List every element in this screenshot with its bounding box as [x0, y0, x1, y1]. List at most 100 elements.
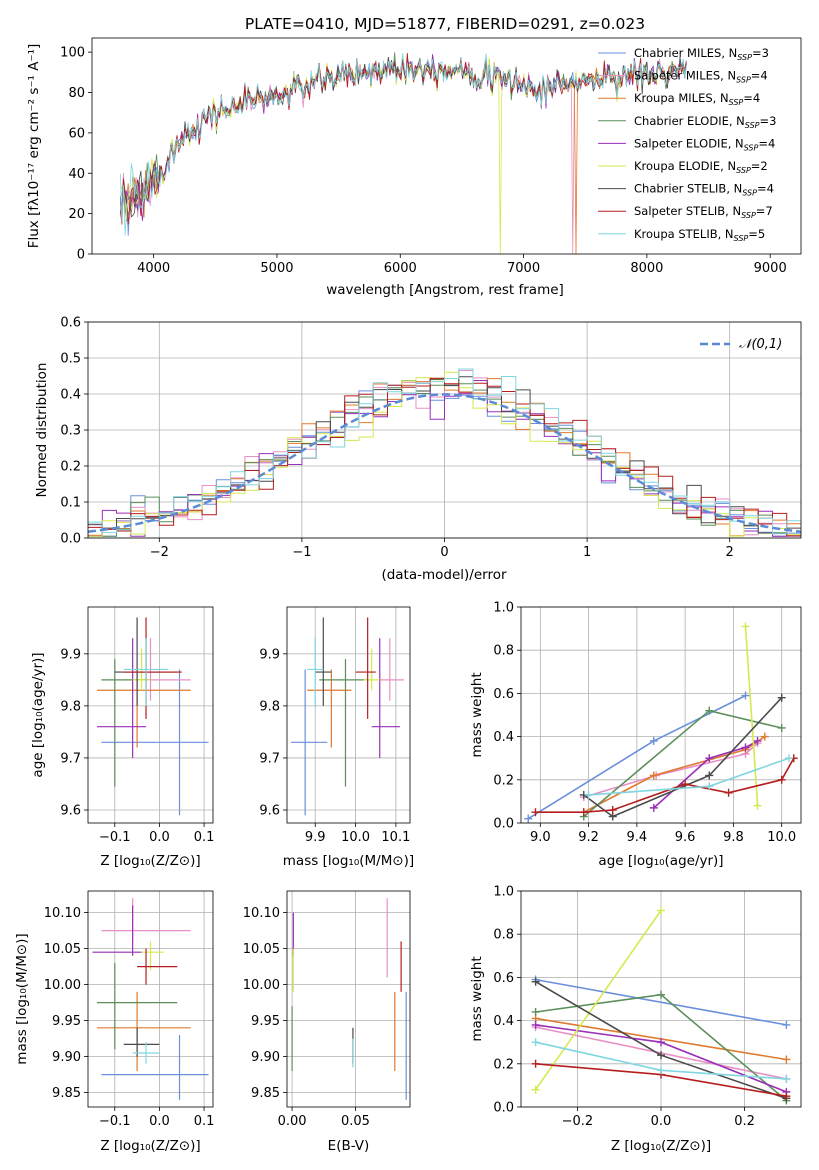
legend-label-salpeter-stelib: Salpeter STELIB, NSSP=7	[634, 204, 773, 220]
z-weight-marker-chabrier-miles	[782, 1020, 791, 1029]
spectrum-ytick-label: 80	[68, 86, 85, 101]
age-weight-marker-chabrier-miles	[741, 691, 750, 700]
residuals-legend-label: 𝒩(0,1)	[739, 337, 782, 352]
z-age-ytick-label: 9.7	[60, 751, 81, 766]
residuals-normal-curve	[87, 393, 802, 533]
residuals-frame	[87, 321, 802, 539]
spectrum-xtick-label: 5000	[260, 261, 293, 276]
age-weight-marker-salpeter-stelib	[724, 788, 733, 797]
spectrum-line-kroupa-stelib	[120, 53, 687, 236]
legend-label-kroupa-elodie: Kroupa ELODIE, NSSP=2	[634, 159, 768, 175]
spectrum-xtick-label: 7000	[507, 261, 540, 276]
ebv-mass-xtick-label: 0.05	[341, 1114, 370, 1129]
age-weight-marker-salpeter-elodie	[741, 743, 750, 752]
z-mass-ytick-label: 10.05	[44, 942, 81, 957]
z-age-xtick-label: −0.1	[99, 830, 131, 845]
residuals-ticks: −2 −1 0 1 2 0.0 0.1 0.2 0.3 0.4 0.5 0.6	[60, 316, 734, 561]
z-weight-marker-chabrier-stelib	[531, 977, 540, 986]
legend-label-salpeter-elodie: Salpeter ELODIE, NSSP=4	[634, 136, 775, 152]
z-weight-marker-kroupa-miles	[782, 1055, 791, 1064]
z-mass-ytick-label: 10.10	[44, 906, 81, 921]
z-weight-xtick-label: 0.2	[734, 1114, 755, 1129]
residuals-ytick-label: 0.5	[60, 352, 81, 367]
z-weight-marker-chabrier-stelib	[657, 1051, 665, 1060]
age-weight-marker-salpeter-elodie	[649, 803, 658, 812]
age-weight-marker-kroupa-elodie	[741, 622, 750, 631]
ebv-mass-ytick-label: 9.95	[251, 1014, 280, 1029]
age-weight-marker-salpeter-stelib	[579, 808, 588, 817]
z-weight-marker-chabrier-elodie	[531, 1007, 540, 1016]
age-weight-ytick-label: 0.0	[493, 817, 514, 832]
residuals-ytick-label: 0.6	[60, 316, 81, 331]
residuals-xtick-label: −2	[150, 545, 169, 560]
age-weight-panel: 9.0 9.2 9.4 9.6 9.8 10.0 0.0 0.2 0.4 0.6 0.8 1.0 age…	[469, 601, 802, 869]
z-mass-ytick-label: 9.85	[52, 1086, 81, 1101]
z-weight-marker-kroupa-elodie	[531, 1085, 540, 1094]
ebv-mass-xlabel: E(B-V)	[328, 1138, 370, 1154]
z-mass-ylabel: mass [log₁₀(M/M⊙)]	[14, 933, 30, 1064]
ebv-mass-xtick-label: 0.00	[278, 1114, 307, 1129]
age-weight-marker-chabrier-miles	[524, 814, 533, 823]
age-weight-marker-chabrier-miles	[649, 736, 658, 745]
z-age-panel: −0.1 0.0 0.1 9.6 9.7 9.8 9.9 Z [log₁₀(Z/Z⊙)] age…	[30, 606, 214, 869]
spectrum-xtick-label: 6000	[384, 261, 417, 276]
residuals-xtick-label: −1	[292, 545, 311, 560]
mass-age-xlabel: mass [log₁₀(M/M⊙)]	[283, 853, 414, 869]
spectrum-panel: PLATE=0410, MJD=51877, FIBERID=0291, z=0…	[26, 15, 802, 298]
legend-label-chabrier-elodie: Chabrier ELODIE, NSSP=3	[634, 114, 776, 130]
age-weight-frame	[520, 606, 802, 824]
z-weight-xtick-label: −0.2	[562, 1114, 594, 1129]
residuals-hist-salpeter-miles	[88, 370, 801, 537]
mass-age-frame	[286, 606, 411, 824]
residuals-ylabel: Normed distribution	[34, 363, 50, 498]
age-weight-marker-salpeter-stelib	[608, 806, 617, 815]
age-weight-marker-salpeter-stelib	[777, 775, 786, 784]
z-mass-xtick-label: 0.1	[194, 1114, 215, 1129]
legend-label-kroupa-stelib: Kroupa STELIB, NSSP=5	[634, 227, 765, 243]
age-weight-xtick-label: 9.8	[723, 830, 744, 845]
z-mass-xtick-label: −0.1	[99, 1114, 131, 1129]
age-weight-ytick-label: 0.2	[493, 773, 514, 788]
z-weight-ytick-label: 0.8	[493, 928, 514, 943]
ebv-mass-ytick-label: 9.90	[251, 1050, 280, 1065]
age-weight-xtick-label: 9.4	[627, 830, 648, 845]
spectrum-title: PLATE=0410, MJD=51877, FIBERID=0291, z=0…	[245, 15, 645, 33]
z-mass-frame	[87, 890, 214, 1108]
z-weight-marker-kroupa-stelib	[782, 1074, 791, 1083]
legend-label-salpeter-miles: Salpeter MILES, NSSP=4	[634, 69, 768, 85]
residuals-hist-kroupa-stelib	[88, 368, 801, 535]
ebv-mass-ytick-label: 10.00	[243, 978, 280, 993]
ebv-mass-ytick-label: 9.85	[251, 1086, 280, 1101]
z-weight-ytick-label: 0.2	[493, 1057, 514, 1072]
z-mass-ytick-label: 9.90	[52, 1050, 81, 1065]
age-weight-marker-kroupa-stelib	[784, 754, 793, 763]
spectrum-xlabel: wavelength [Angstrom, rest frame]	[326, 282, 564, 298]
z-weight-marker-salpeter-elodie	[657, 1038, 665, 1047]
z-weight-ytick-label: 0.0	[493, 1101, 514, 1116]
z-weight-xlabel: Z [log₁₀(Z/Z⊙)]	[611, 1138, 711, 1154]
mass-age-ytick-label: 9.8	[259, 699, 280, 714]
age-weight-xlabel: age [log₁₀(age/yr)]	[598, 853, 723, 869]
age-weight-marker-chabrier-stelib	[777, 693, 786, 702]
z-weight-marker-salpeter-stelib	[531, 1059, 540, 1068]
residuals-xtick-label: 0	[440, 545, 448, 560]
age-weight-marker-chabrier-elodie	[777, 723, 786, 732]
spectrum-xtick-label: 4000	[137, 261, 170, 276]
age-weight-marker-kroupa-miles	[760, 732, 769, 741]
residuals-ytick-label: 0.3	[60, 424, 81, 439]
age-weight-xtick-label: 9.6	[675, 830, 696, 845]
spectrum-ticks: 4000 5000 6000 7000 8000 9000 0 20 40 60 80 100	[60, 46, 787, 276]
age-weight-ytick-label: 1.0	[493, 601, 514, 616]
age-weight-line-chabrier-stelib	[583, 697, 783, 818]
spectrum-ytick-label: 0	[77, 248, 85, 263]
z-age-frame	[87, 606, 214, 824]
age-weight-marker-chabrier-elodie	[705, 706, 714, 715]
age-weight-marker-salpeter-stelib	[531, 808, 540, 817]
z-mass-xtick-label: 0.0	[149, 1114, 170, 1129]
age-weight-xtick-label: 10.0	[767, 830, 796, 845]
legend-label-chabrier-stelib: Chabrier STELIB, NSSP=4	[634, 182, 774, 198]
mass-age-xtick-label: 10.0	[341, 830, 370, 845]
z-age-ylabel: age [log₁₀(age/yr)]	[30, 652, 46, 777]
spectrum-line-salpeter-miles	[120, 57, 687, 255]
residuals-ytick-label: 0.4	[60, 388, 81, 403]
